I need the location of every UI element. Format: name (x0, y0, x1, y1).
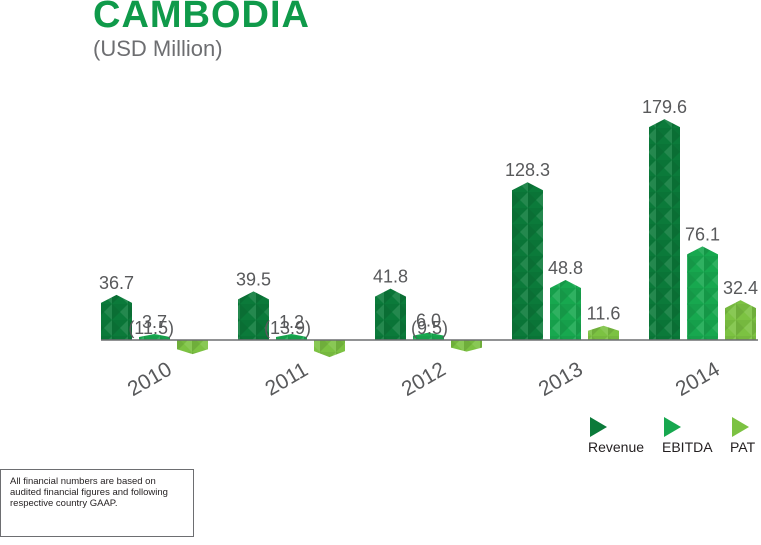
x-tick-label-2010: 2010 (124, 358, 176, 401)
bar-texture-ebitda-2013 (550, 279, 581, 340)
bar-texture-revenue-2013 (512, 182, 543, 340)
legend-label-ebitda: EBITDA (662, 439, 713, 455)
value-label-pat-2011: (13.9) (264, 318, 311, 338)
legend: Revenue EBITDA PAT (588, 417, 756, 455)
value-label-ebitda-2010: 3.7 (142, 312, 167, 332)
value-label-pat-2010: (11.5) (128, 318, 174, 338)
bar-texture-revenue-2012 (375, 288, 406, 340)
bar-texture-ebitda-2010 (139, 334, 170, 340)
value-label-revenue-2014: 179.6 (642, 97, 687, 117)
bar-texture-revenue-2011 (238, 291, 269, 340)
value-label-ebitda-2013: 48.8 (548, 258, 583, 278)
legend-marker-revenue (590, 417, 607, 437)
footnote: All financial numbers are based on audit… (0, 469, 194, 537)
bar-texture-revenue-2010 (101, 294, 132, 340)
value-label-revenue-2010: 36.7 (99, 273, 134, 293)
bar-texture-pat-2010 (177, 340, 208, 355)
x-tick-label-2013: 2013 (535, 358, 587, 401)
bar-texture-pat-2012 (451, 340, 482, 352)
value-label-ebitda-2011: 1.2 (279, 312, 304, 332)
bars-layer (101, 119, 756, 358)
value-label-pat-2013: 11.6 (587, 304, 621, 324)
value-label-pat-2014: 32.4 (723, 278, 758, 298)
legend-label-revenue: Revenue (588, 439, 644, 455)
bar-texture-pat-2014 (725, 300, 756, 340)
chart-title: CAMBODIA (93, 0, 310, 36)
legend-marker-pat (732, 417, 749, 437)
value-label-revenue-2013: 128.3 (505, 160, 550, 180)
value-label-ebitda-2014: 76.1 (685, 224, 720, 244)
x-tick-label-2011: 2011 (261, 358, 312, 401)
bar-texture-pat-2011 (314, 340, 345, 358)
x-tick-label-2012: 2012 (398, 358, 450, 401)
value-label-pat-2012: (9.5) (411, 318, 448, 338)
value-label-revenue-2012: 41.8 (373, 267, 408, 287)
value-label-revenue-2011: 39.5 (236, 269, 271, 289)
bar-texture-pat-2013 (588, 325, 619, 340)
bar-texture-ebitda-2011 (276, 334, 307, 340)
bar-texture-revenue-2014 (649, 119, 680, 340)
value-label-ebitda-2012: 6.0 (416, 311, 441, 331)
bar-texture-ebitda-2014 (687, 246, 718, 340)
bar-texture-ebitda-2012 (413, 332, 444, 340)
legend-label-pat: PAT (730, 439, 756, 455)
legend-marker-ebitda (664, 417, 681, 437)
x-tick-label-2014: 2014 (672, 358, 724, 401)
chart-subtitle: (USD Million) (93, 36, 223, 61)
